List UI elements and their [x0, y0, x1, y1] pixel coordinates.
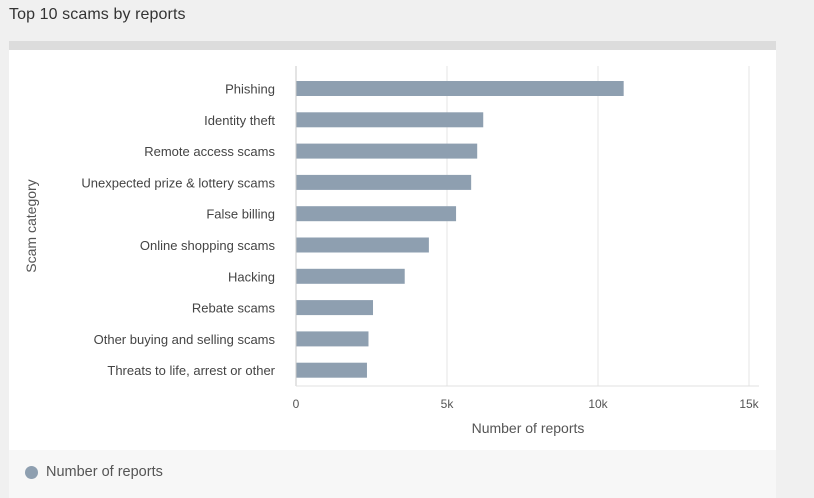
category-label: Threats to life, arrest or other — [107, 363, 275, 378]
x-tick-label: 0 — [293, 397, 300, 411]
bar-false-billing[interactable] — [296, 206, 457, 222]
category-label: Rebate scams — [192, 301, 276, 316]
y-axis-title: Scam category — [23, 179, 39, 272]
category-label: Unexpected prize & lottery scams — [81, 175, 275, 190]
legend-label: Number of reports — [46, 464, 163, 480]
category-label: Online shopping scams — [140, 238, 276, 253]
legend-swatch-icon — [25, 465, 38, 479]
x-axis-title: Number of reports — [472, 420, 585, 436]
category-label: Identity theft — [204, 113, 275, 128]
bar-online-shopping-scams[interactable] — [296, 237, 429, 253]
bar-remote-access-scams[interactable] — [296, 143, 478, 159]
category-label: Hacking — [228, 269, 275, 284]
bar-identity-theft[interactable] — [296, 112, 484, 128]
x-tick-label: 10k — [588, 397, 608, 411]
x-tick-label: 15k — [739, 397, 759, 411]
chart-header-bar — [9, 41, 776, 50]
category-label: Remote access scams — [144, 144, 275, 159]
chart-panel: Phishing Identity theft Remote access scam… — [9, 50, 776, 450]
bar-threats-to-life-arrest-or-other[interactable] — [296, 362, 367, 378]
x-tick-label: 5k — [441, 397, 455, 411]
bar-other-buying-and-selling-scams[interactable] — [296, 331, 369, 347]
category-label: Other buying and selling scams — [94, 332, 276, 347]
page-title: Top 10 scams by reports — [9, 6, 186, 23]
bar-unexpected-prize-lottery-scams[interactable] — [296, 174, 472, 190]
category-label: Phishing — [225, 82, 275, 97]
legend-item-number-of-reports[interactable]: Number of reports — [25, 464, 163, 480]
bar-phishing[interactable] — [296, 81, 624, 96]
bar-chart: Phishing Identity theft Remote access scam… — [23, 66, 760, 436]
bar-rebate-scams[interactable] — [296, 300, 374, 316]
bar-hacking[interactable] — [296, 268, 405, 284]
legend-area: Number of reports — [9, 450, 776, 498]
category-label: False billing — [206, 207, 275, 222]
